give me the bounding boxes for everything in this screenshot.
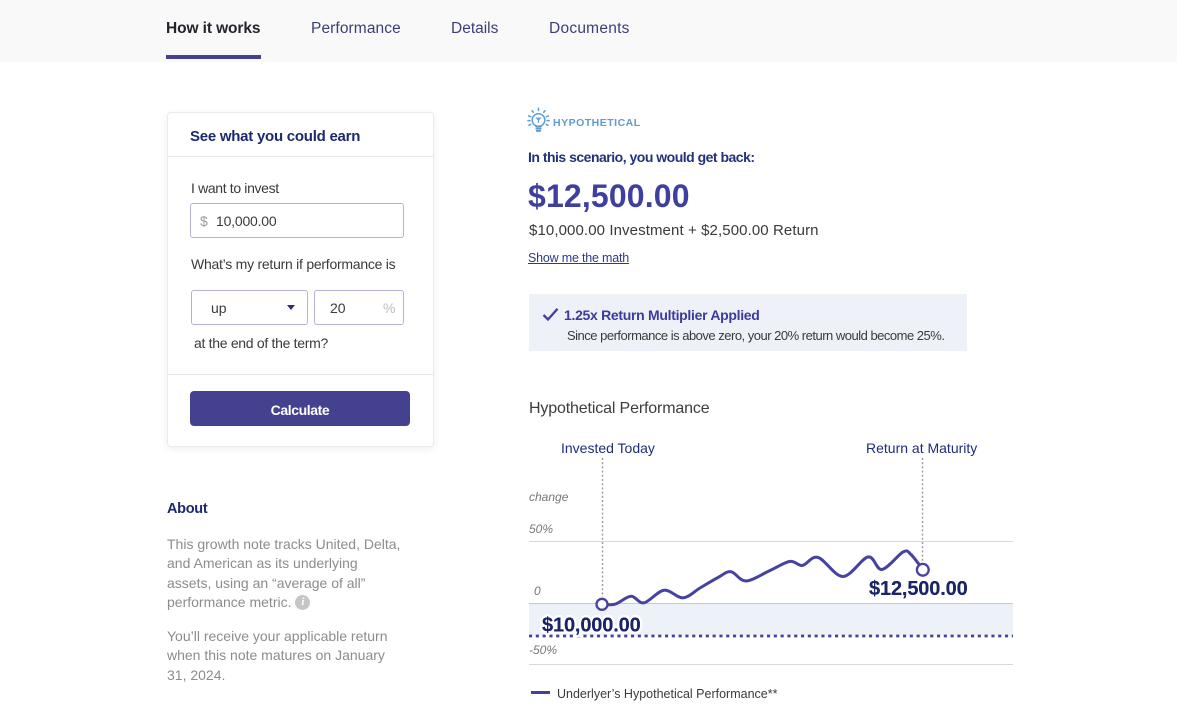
svg-text:$12,500.00: $12,500.00 [869,578,968,600]
svg-text:$10,000.00: $10,000.00 [542,615,641,637]
svg-text:$10,000.00: $10,000.00 [542,615,641,637]
svg-text:$12,500.00: $12,500.00 [869,578,968,600]
